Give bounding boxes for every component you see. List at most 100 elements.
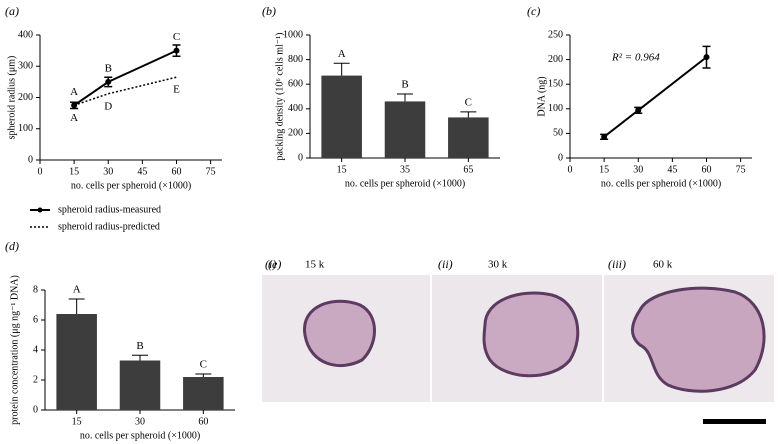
x-tick-label: 15 [337, 164, 347, 175]
x-tick-label: 60 [702, 164, 712, 175]
y-tick-label: 600 [288, 78, 303, 89]
y-tick-label: 300 [18, 61, 33, 72]
x-tick-label: 0 [38, 166, 43, 177]
y-tick-label: 0 [558, 152, 563, 163]
data-point [635, 107, 642, 114]
x-tick-label: 15 [69, 166, 79, 177]
bar [448, 117, 489, 158]
x-tick-label: 35 [400, 164, 410, 175]
significance-letter: B [136, 340, 143, 352]
x-tick-label: 45 [667, 164, 677, 175]
scale-bar [703, 419, 766, 424]
legend-label: spheroid radius-measured [58, 204, 161, 215]
x-axis-label: no. cells per spheroid (×1000) [345, 178, 465, 189]
y-tick-label: 250 [548, 29, 563, 40]
panel-label: (b) [262, 4, 276, 18]
bar [119, 360, 161, 410]
y-axis-label: spheroid radius (μm) [6, 56, 17, 140]
spheroid-section [482, 291, 580, 378]
spheroid-section [631, 286, 766, 393]
y-tick-label: 400 [288, 103, 303, 114]
data-point [105, 78, 112, 85]
significance-letter: A [338, 48, 346, 60]
bar [321, 75, 362, 158]
micrograph-label: (iii) [608, 257, 626, 271]
significance-letter: B [401, 79, 408, 91]
x-tick-label: 0 [568, 164, 573, 175]
y-tick-label: 1000 [283, 29, 303, 40]
bar [384, 101, 426, 158]
micrograph-label: (i) [265, 257, 276, 271]
x-tick-label: 60 [172, 166, 182, 177]
bar [183, 377, 224, 410]
x-tick-label: 30 [633, 164, 643, 175]
significance-letter: C [465, 96, 472, 108]
y-tick-label: 8 [33, 284, 38, 295]
y-tick-label: 200 [18, 92, 33, 103]
panel-label: (d) [5, 239, 19, 253]
y-tick-label: 0 [33, 404, 38, 415]
y-axis-label: DNA (ng) [536, 76, 547, 116]
panel-label: (e) [268, 257, 281, 271]
y-tick-label: 100 [548, 103, 563, 114]
y-axis-label: packing density (10⁶ cells ml⁻¹) [274, 33, 285, 161]
y-axis-label: protein concentration (μg ng⁻¹ DNA) [9, 275, 20, 425]
x-tick-label: 30 [103, 166, 113, 177]
micrograph-caption: 15 k [305, 259, 325, 271]
y-tick-label: 2 [33, 374, 38, 385]
panel-label: (c) [527, 4, 540, 18]
x-tick-label: 75 [736, 164, 746, 175]
micrograph-label: (ii) [438, 257, 453, 271]
y-tick-label: 200 [288, 128, 303, 139]
x-tick-label: 30 [135, 416, 145, 427]
error-bar [397, 93, 413, 102]
data-point [601, 133, 608, 140]
y-tick-label: 4 [33, 344, 38, 355]
x-tick-label: 75 [206, 166, 216, 177]
significance-letter: C [173, 31, 180, 43]
error-bar [68, 298, 85, 314]
spheroid-section [303, 299, 376, 368]
y-tick-label: 50 [553, 128, 563, 139]
y-tick-label: 0 [28, 154, 33, 165]
significance-letter: D [104, 100, 112, 112]
micrograph-caption: 30 k [488, 259, 508, 271]
significance-letter: A [73, 284, 81, 296]
legend-marker [37, 207, 43, 213]
x-tick-label: 45 [137, 166, 147, 177]
x-tick-label: 65 [463, 164, 473, 175]
x-tick-label: 15 [599, 164, 609, 175]
x-tick-label: 60 [198, 416, 208, 427]
micrograph-panel: (e) (i) 15 k (ii) 30 k (iii) 60 k [262, 257, 774, 424]
error-bar [333, 62, 350, 76]
error-bar [132, 354, 148, 361]
legend-label: spheroid radius-predicted [58, 221, 160, 232]
y-tick-label: 6 [33, 314, 38, 325]
series-line [603, 56, 708, 138]
error-bar [195, 373, 212, 377]
series-line [73, 76, 177, 107]
y-tick-label: 0 [298, 152, 303, 163]
significance-letter: A [70, 112, 78, 124]
data-point [703, 54, 710, 61]
y-tick-label: 800 [288, 54, 303, 65]
annotation: R² = 0.964 [611, 52, 660, 64]
error-bar [460, 111, 477, 118]
bar [56, 314, 97, 410]
significance-letter: E [173, 84, 180, 96]
x-axis-label: no. cells per spheroid (×1000) [71, 180, 191, 191]
x-tick-label: 15 [72, 416, 82, 427]
micrograph-caption: 60 k [653, 259, 673, 271]
series-line [73, 49, 177, 107]
y-tick-label: 400 [18, 29, 33, 40]
data-point [173, 47, 180, 54]
significance-letter: B [105, 62, 112, 74]
x-axis-label: no. cells per spheroid (×1000) [601, 178, 721, 189]
y-tick-label: 100 [18, 123, 33, 134]
x-axis-label: no. cells per spheroid (×1000) [80, 430, 200, 441]
significance-letter: C [200, 359, 207, 371]
y-tick-label: 150 [548, 78, 563, 89]
significance-letter: A [70, 86, 78, 98]
panel-label: (a) [5, 4, 19, 18]
